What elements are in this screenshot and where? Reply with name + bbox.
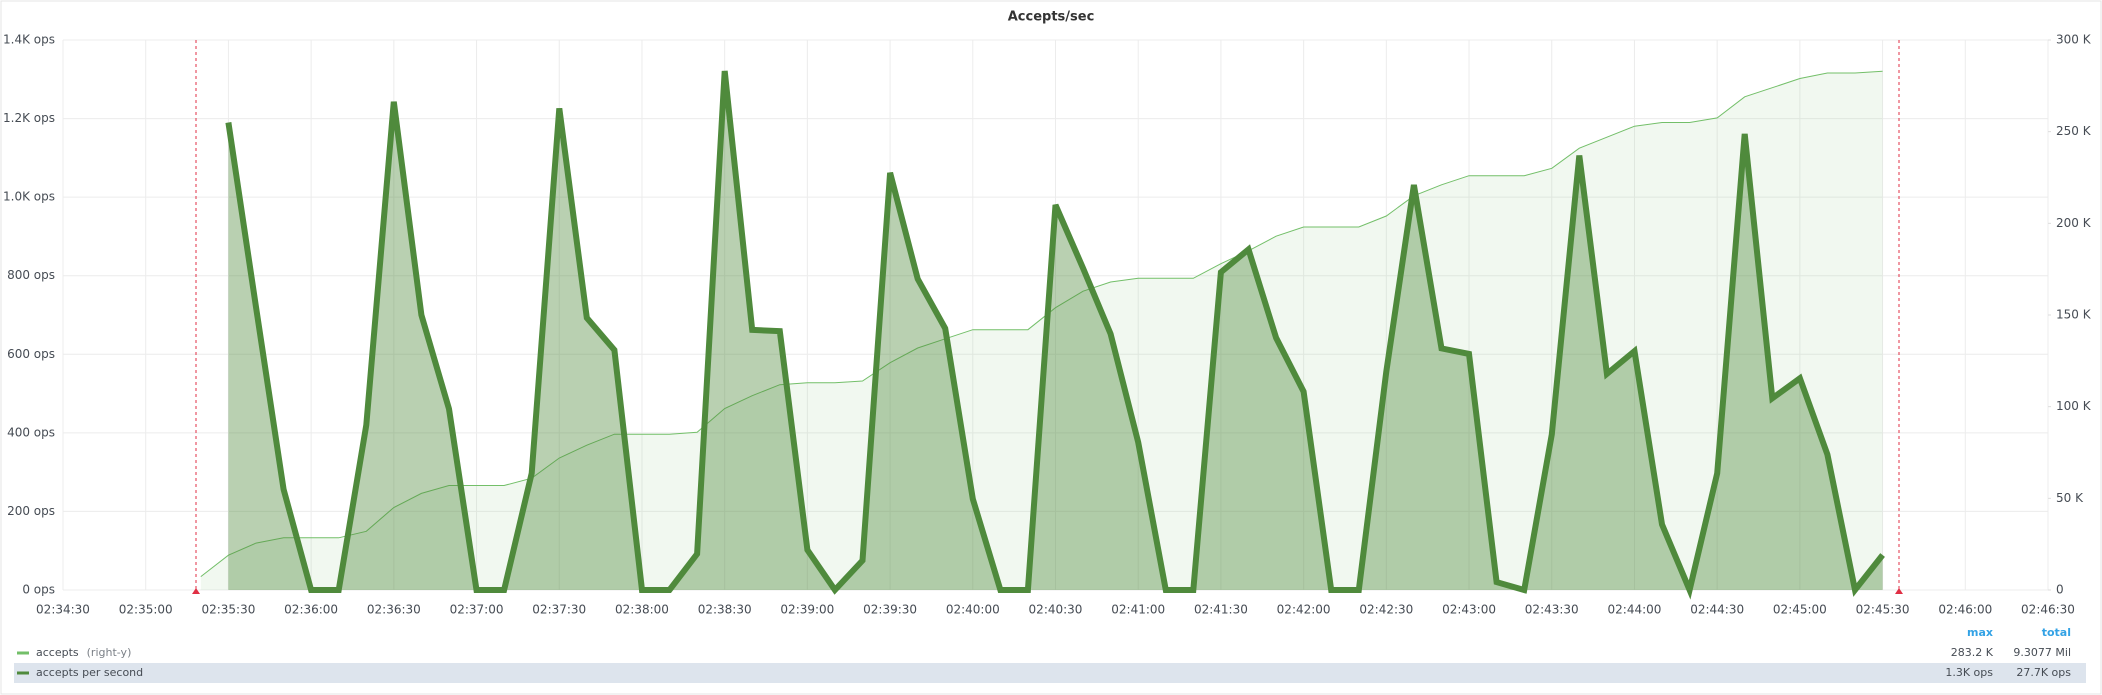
legend-max: 1.3K ops [1945, 666, 1993, 679]
y-tick-label: 400 ops [7, 425, 55, 439]
y-tick-label: 200 ops [7, 504, 55, 518]
legend-label: accepts per second [36, 666, 143, 679]
x-tick-label: 02:42:30 [1359, 603, 1413, 617]
x-tick-label: 02:34:30 [36, 603, 90, 617]
x-tick-label: 02:36:00 [284, 603, 338, 617]
legend-total: 27.7K ops [2016, 666, 2071, 679]
x-tick-label: 02:37:30 [532, 603, 586, 617]
x-tick-label: 02:35:30 [201, 603, 255, 617]
x-tick-label: 02:44:00 [1608, 603, 1662, 617]
x-tick-label: 02:45:00 [1773, 603, 1827, 617]
region-marker [1895, 588, 1903, 594]
chart-title: Accepts/sec [1008, 10, 1095, 25]
y2-tick-label: 50 K [2056, 491, 2084, 505]
x-tick-label: 02:39:30 [863, 603, 917, 617]
legend-swatch [17, 651, 29, 655]
x-tick-label: 02:37:00 [450, 603, 504, 617]
legend-label: accepts [36, 646, 79, 659]
line [225, 70, 1885, 600]
y-tick-label: 600 ops [7, 347, 55, 361]
y2-tick-label: 100 K [2056, 399, 2092, 413]
x-tick-label: 02:36:30 [367, 603, 421, 617]
x-tick-label: 02:38:00 [615, 603, 669, 617]
x-tick-label: 02:41:00 [1111, 603, 1165, 617]
x-tick-label: 02:42:00 [1277, 603, 1331, 617]
x-tick-label: 02:39:00 [780, 603, 834, 617]
y-tick-label: 1.2K ops [3, 111, 55, 125]
x-tick-label: 02:40:00 [946, 603, 1000, 617]
y2-tick-label: 150 K [2056, 308, 2092, 322]
x-tick-label: 02:43:00 [1442, 603, 1496, 617]
x-tick-label: 02:46:00 [1938, 603, 1992, 617]
y-tick-label: 1.0K ops [3, 190, 55, 204]
line [200, 70, 1883, 577]
y2-tick-label: 300 K [2056, 33, 2092, 47]
x-tick-label: 02:35:00 [119, 603, 173, 617]
legend-header: total [2042, 626, 2071, 639]
legend-max: 283.2 K [1951, 646, 1994, 659]
area [200, 71, 1883, 590]
y2-tick-label: 200 K [2056, 216, 2092, 230]
x-tick-label: 02:41:30 [1194, 603, 1248, 617]
legend-note: (right-y) [87, 646, 132, 659]
legend-swatch [17, 671, 29, 675]
x-tick-label: 02:44:30 [1690, 603, 1744, 617]
x-tick-label: 02:38:30 [698, 603, 752, 617]
region-marker [192, 588, 200, 594]
legend-header: max [1967, 626, 1993, 639]
x-tick-label: 02:45:30 [1856, 603, 1910, 617]
y2-tick-label: 250 K [2056, 124, 2092, 138]
x-tick-label: 02:40:30 [1029, 603, 1083, 617]
x-tick-label: 02:43:30 [1525, 603, 1579, 617]
area [228, 71, 1883, 590]
legend-row-highlight [14, 663, 2086, 683]
y-tick-label: 1.4K ops [3, 33, 55, 47]
y-tick-label: 800 ops [7, 268, 55, 282]
y-tick-label: 0 ops [22, 583, 55, 597]
y2-tick-label: 0 [2056, 583, 2064, 597]
legend-total: 9.3077 Mil [2013, 646, 2071, 659]
x-tick-label: 02:46:30 [2021, 603, 2075, 617]
